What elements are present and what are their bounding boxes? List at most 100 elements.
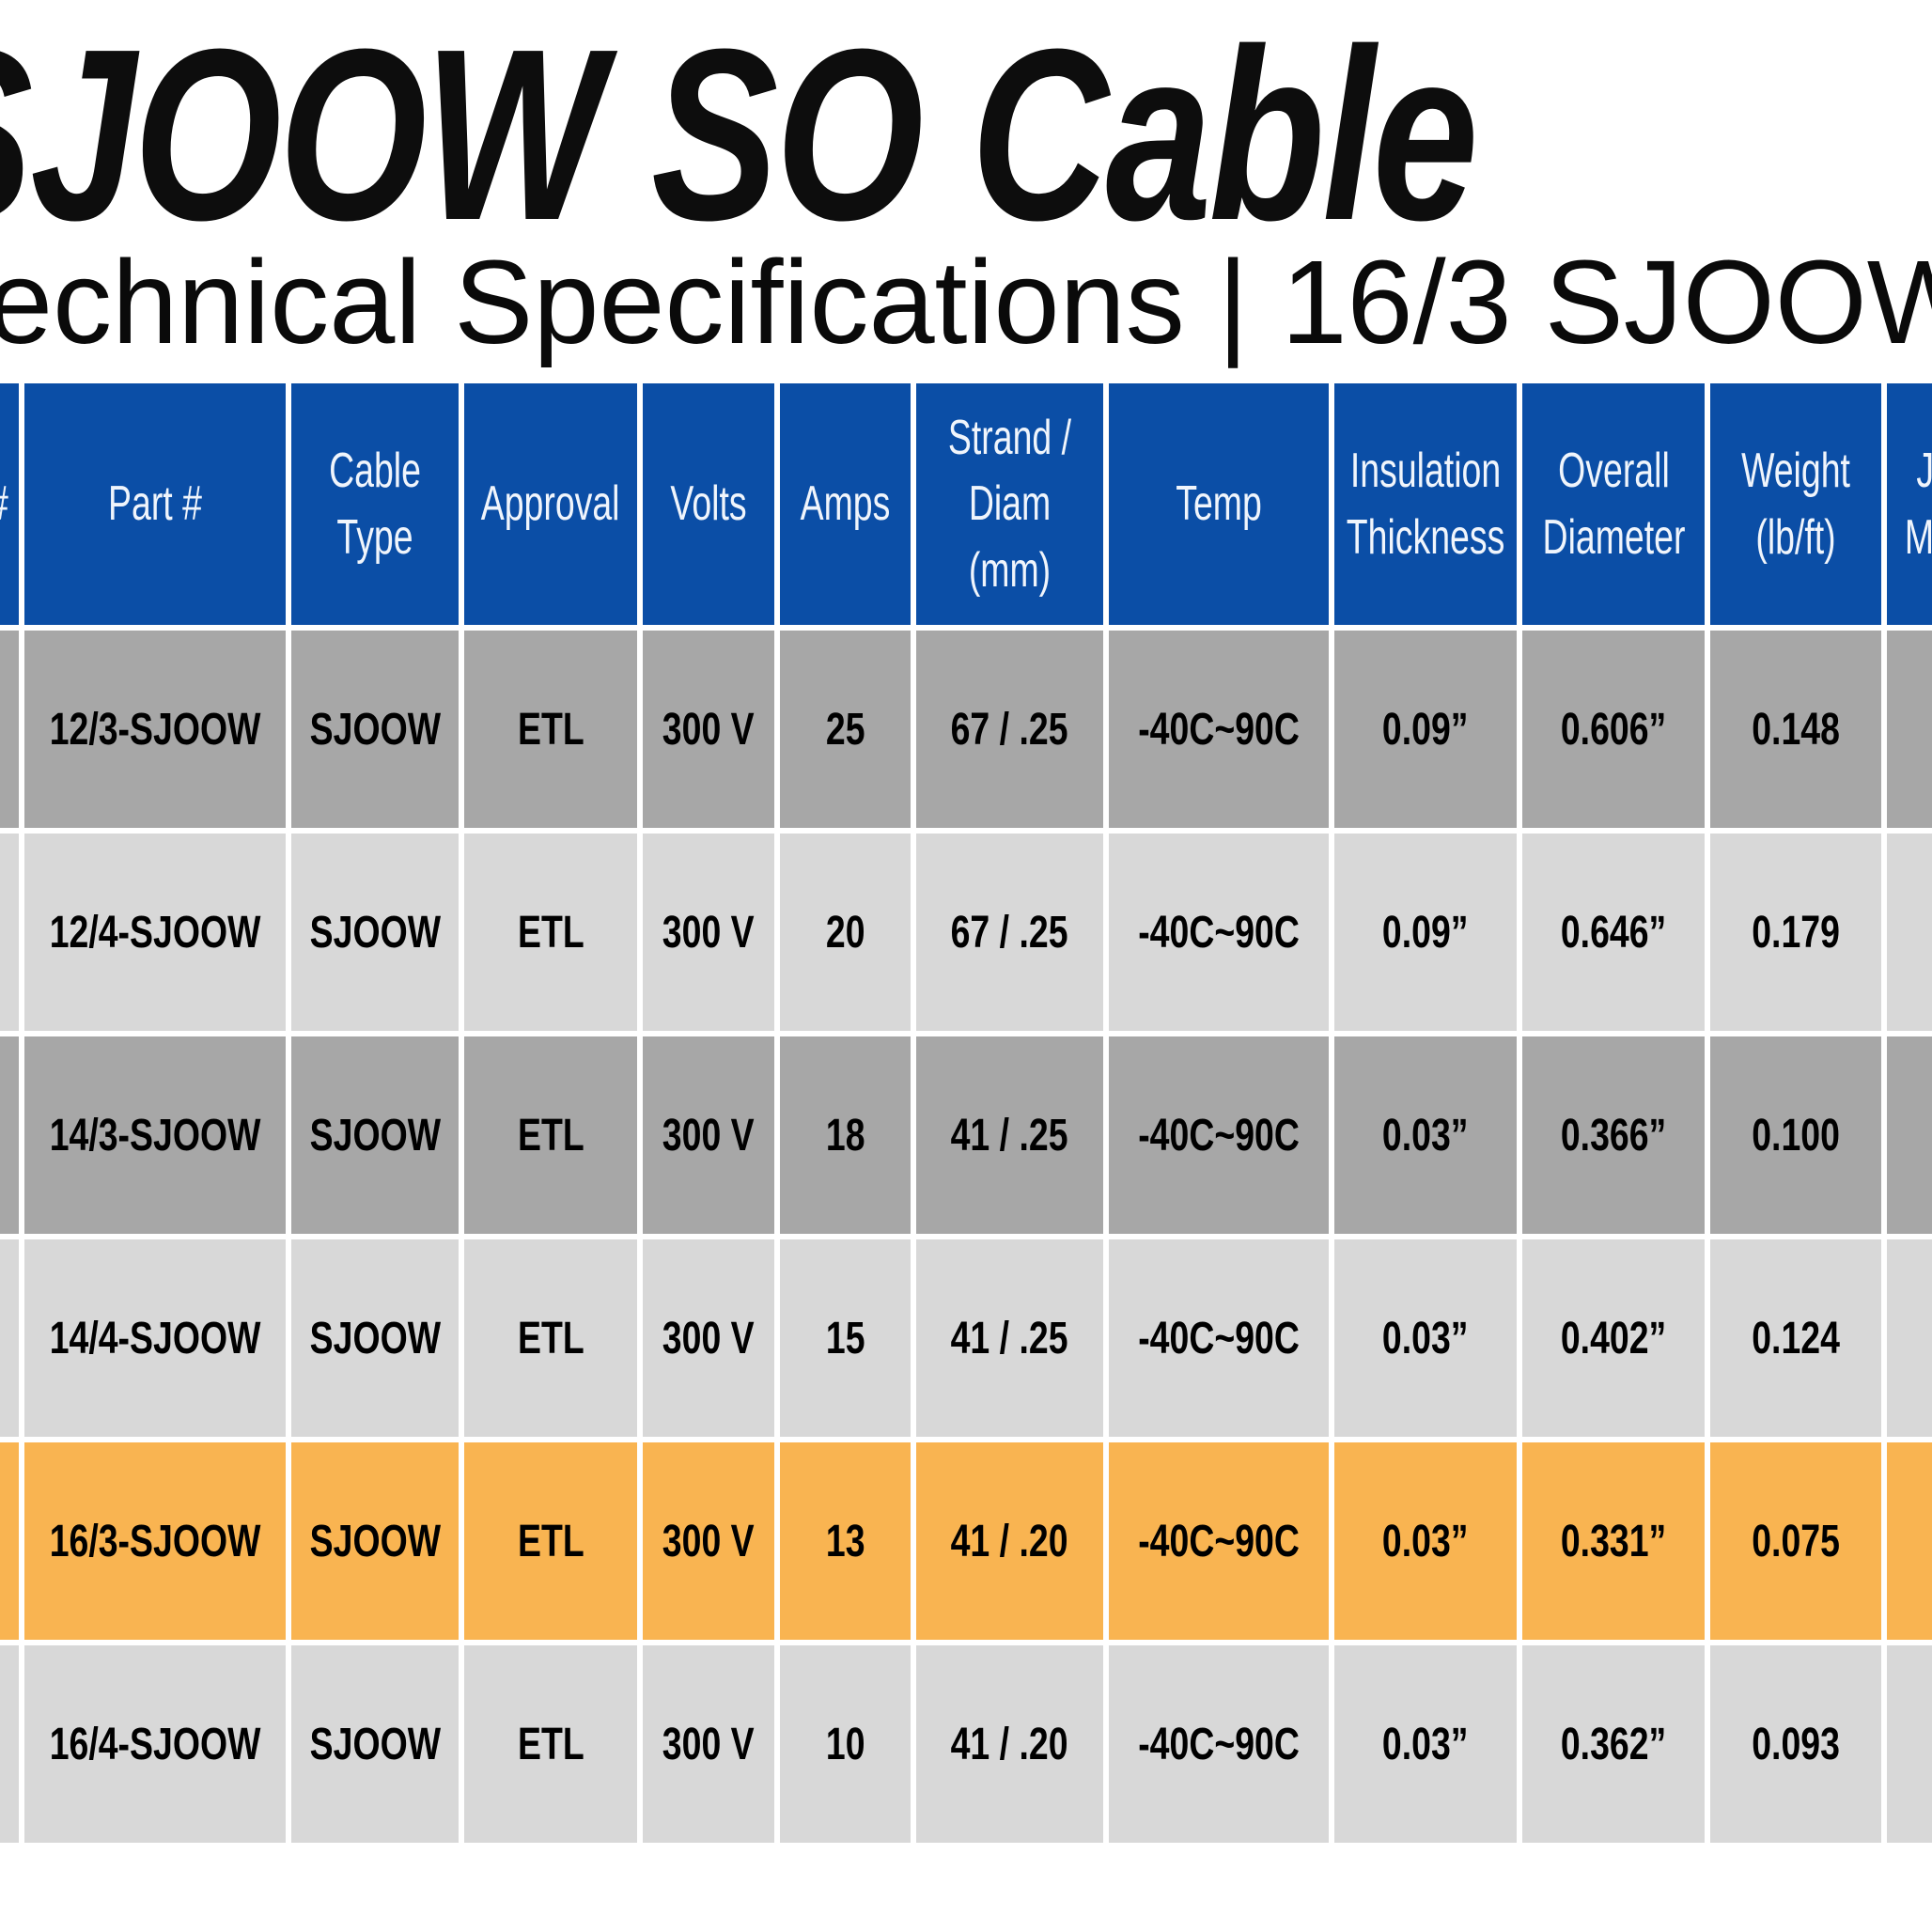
table-cell-weight: 0.100 [1710,1036,1881,1234]
table-header-row: # Part # Cable Type Approval Volts Amps Strand… [0,383,1932,625]
column-header-label: Insulation Thickness [1346,444,1505,565]
cell-value: ETL [517,704,584,755]
table-cell-weight: 0.093 [1710,1645,1881,1843]
column-header-label: Amps [800,476,891,532]
cell-value: ETL [517,907,584,958]
page-title: SJOOW SO Cable [0,0,1478,272]
table-cell-weight: 0.124 [1710,1239,1881,1437]
column-header-part: Part # [24,383,286,625]
table-cell-overall_diameter: 0.366” [1522,1036,1705,1234]
table-cell-num [0,1239,19,1437]
cell-value: 300 V [662,1516,755,1566]
column-header-label: Jacket Material [1904,444,1932,565]
cell-value: 300 V [662,704,755,755]
table-cell-amps: 10 [780,1645,911,1843]
cell-value: 67 / .25 [951,704,1068,755]
cell-value: 25 [825,704,865,755]
cell-value: 41 / .20 [951,1516,1068,1566]
column-header-cable_type: Cable Type [291,383,459,625]
cell-value: 16/4-SJOOW [49,1719,261,1769]
table-cell-jacket_material [1887,1239,1932,1437]
cell-value: 0.402” [1560,1313,1667,1363]
table-cell-strand_diam: 41 / .25 [916,1036,1103,1234]
cell-value: 15 [825,1313,865,1363]
table-cell-approval: ETL [464,631,637,828]
cell-value: 20 [825,907,865,958]
column-header-strand_diam: Strand / Diam (mm) [916,383,1103,625]
table-cell-strand_diam: 67 / .25 [916,834,1103,1031]
cell-value: 0.331” [1560,1516,1667,1566]
cell-value: 41 / .25 [951,1110,1068,1161]
table-cell-amps: 13 [780,1442,911,1640]
column-header-volts: Volts [643,383,774,625]
table-cell-insulation: 0.03” [1334,1036,1517,1234]
table-row-12/4-SJOOW: 12/4-SJOOW SJOOW ETL 300 V 20 67 / .25 -40C~90… [0,834,1932,1031]
table-cell-cable_type: SJOOW [291,1442,459,1640]
cell-value: -40C~90C [1138,1719,1300,1769]
column-header-label: Volts [670,476,747,532]
table-cell-cable_type: SJOOW [291,631,459,828]
table-cell-strand_diam: 41 / .20 [916,1442,1103,1640]
cell-value: SJOOW [309,907,441,958]
cell-value: 13 [825,1516,865,1566]
cell-value: 0.606” [1560,704,1667,755]
cell-value: 0.179 [1752,907,1840,958]
cell-value: 0.03” [1382,1110,1469,1161]
table-cell-num [0,631,19,828]
cell-value: SJOOW [309,704,441,755]
table-cell-strand_diam: 41 / .25 [916,1239,1103,1437]
table-row-12/3-SJOOW: 12/3-SJOOW SJOOW ETL 300 V 25 67 / .25 -40C~90… [0,631,1932,828]
cell-value: 0.09” [1382,704,1469,755]
table-cell-amps: 25 [780,631,911,828]
table-cell-overall_diameter: 0.331” [1522,1442,1705,1640]
column-header-jacket_material: Jacket Material [1887,383,1932,625]
cell-value: 0.093 [1752,1719,1840,1769]
cell-value: 0.03” [1382,1313,1469,1363]
table-cell-temp: -40C~90C [1109,1239,1329,1437]
table-cell-overall_diameter: 0.402” [1522,1239,1705,1437]
cell-value: 12/4-SJOOW [49,907,261,958]
table-cell-volts: 300 V [643,1036,774,1234]
table-cell-approval: ETL [464,1645,637,1843]
table-cell-overall_diameter: 0.646” [1522,834,1705,1031]
column-header-insulation: Insulation Thickness [1334,383,1517,625]
column-header-num: # [0,383,19,625]
column-header-label: Approval [481,476,620,532]
cell-value: 67 / .25 [951,907,1068,958]
table-cell-approval: ETL [464,834,637,1031]
table-cell-part: 16/4-SJOOW [24,1645,286,1843]
table-cell-amps: 18 [780,1036,911,1234]
cell-value: 0.100 [1752,1110,1840,1161]
table-cell-insulation: 0.03” [1334,1645,1517,1843]
cell-value: 41 / .25 [951,1313,1068,1363]
table-cell-insulation: 0.09” [1334,631,1517,828]
table-cell-amps: 20 [780,834,911,1031]
column-header-label: Overall Diameter [1542,444,1685,565]
table-cell-volts: 300 V [643,1239,774,1437]
column-header-overall_diameter: Overall Diameter [1522,383,1705,625]
table-cell-cable_type: SJOOW [291,834,459,1031]
table-cell-part: 14/3-SJOOW [24,1036,286,1234]
cell-value: 0.366” [1560,1110,1667,1161]
column-header-amps: Amps [780,383,911,625]
table-row-14/4-SJOOW: 14/4-SJOOW SJOOW ETL 300 V 15 41 / .25 -40C~90… [0,1239,1932,1437]
cell-value: 0.09” [1382,907,1469,958]
table-cell-jacket_material [1887,834,1932,1031]
cell-value: SJOOW [309,1719,441,1769]
table-cell-temp: -40C~90C [1109,1645,1329,1843]
cell-value: SJOOW [309,1516,441,1566]
column-header-label: Part # [108,476,202,532]
table-cell-temp: -40C~90C [1109,1442,1329,1640]
table-cell-part: 12/3-SJOOW [24,631,286,828]
cell-value: 18 [825,1110,865,1161]
cell-value: 12/3-SJOOW [49,704,261,755]
table-cell-jacket_material [1887,1442,1932,1640]
cell-value: ETL [517,1110,584,1161]
cell-value: 0.362” [1560,1719,1667,1769]
cell-value: 41 / .20 [951,1719,1068,1769]
table-cell-volts: 300 V [643,631,774,828]
table-cell-temp: -40C~90C [1109,631,1329,828]
cell-value: 0.03” [1382,1719,1469,1769]
cell-value: 10 [825,1719,865,1769]
